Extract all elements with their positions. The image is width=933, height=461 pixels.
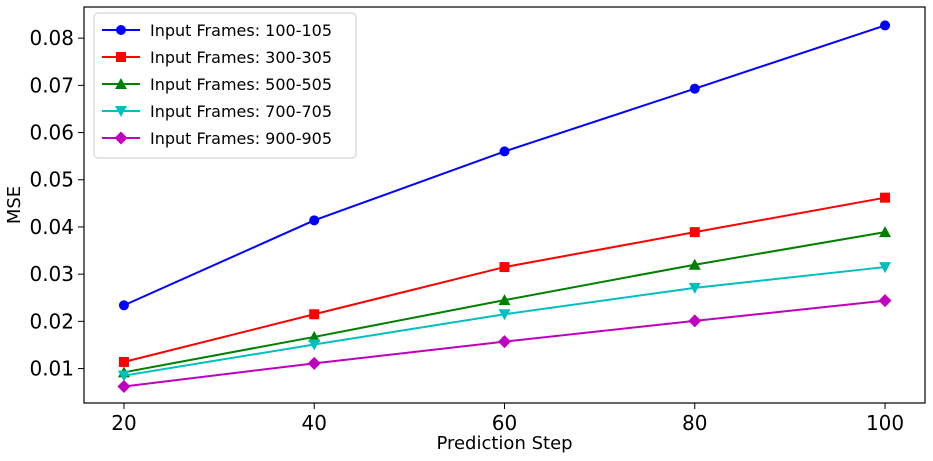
data-point [499, 146, 510, 157]
y-tick-label: 0.02 [29, 309, 74, 333]
data-point [689, 227, 700, 238]
data-point [308, 330, 321, 342]
data-point [118, 300, 129, 311]
data-point [689, 83, 700, 94]
data-point [309, 215, 320, 226]
data-point [118, 356, 129, 367]
series-4 [117, 262, 892, 382]
legend: Input Frames: 100-105 Input Frames: 300-3… [93, 12, 357, 159]
data-point [308, 339, 321, 351]
legend-box [93, 12, 357, 159]
data-point [879, 226, 892, 238]
legend-item: Input Frames: 700-705 [102, 102, 332, 121]
legend-marker [116, 52, 126, 62]
series-5 [117, 294, 892, 393]
legend-marker [115, 106, 127, 117]
data-point [879, 262, 892, 274]
y-tick-label: 0.06 [29, 121, 74, 145]
legend-item: Input Frames: 500-505 [102, 75, 332, 94]
x-tick-label: 100 [866, 411, 904, 435]
series-3 [117, 226, 892, 378]
y-tick-label: 0.07 [29, 73, 74, 97]
legend-marker [115, 78, 127, 89]
legend-label: Input Frames: 300-305 [150, 48, 332, 67]
legend-item: Input Frames: 100-105 [102, 21, 332, 40]
data-point [878, 294, 892, 308]
legend-item: Input Frames: 900-905 [102, 129, 332, 148]
data-point [498, 335, 511, 349]
legend-label: Input Frames: 100-105 [150, 21, 332, 40]
y-tick-label: 0.05 [29, 168, 74, 192]
x-tick-label: 20 [111, 411, 136, 435]
series-line [123, 266, 886, 377]
y-tick-label: 0.01 [29, 357, 74, 381]
data-point [117, 370, 130, 382]
y-tick-label: 0.03 [29, 262, 74, 286]
series-layer [117, 20, 892, 393]
legend-label: Input Frames: 700-705 [150, 102, 332, 121]
y-tick-label: 0.04 [29, 215, 74, 239]
ticks-layer: 20 40 60 80 100 0.01 0.02 0.03 0.04 0.05 0.06 0.07 0… [29, 26, 904, 435]
x-axis-label: Prediction Step [436, 433, 572, 454]
data-point [499, 262, 510, 273]
y-tick-label: 0.08 [29, 26, 74, 50]
data-point [307, 356, 321, 370]
x-tick-label: 40 [302, 411, 327, 435]
data-point [498, 309, 511, 321]
legend-marker [114, 131, 128, 145]
data-point [498, 294, 511, 306]
data-point [117, 379, 131, 393]
data-point [688, 282, 701, 294]
data-point [880, 20, 891, 31]
legend-item: Input Frames: 300-305 [102, 48, 332, 67]
x-tick-label: 80 [682, 411, 707, 435]
data-point [309, 309, 320, 320]
data-point [688, 258, 701, 270]
legend-label: Input Frames: 500-505 [150, 75, 332, 94]
legend-label: Input Frames: 900-905 [150, 129, 332, 148]
series-1 [118, 20, 891, 311]
legend-marker [116, 25, 126, 35]
data-point [880, 192, 891, 203]
x-tick-label: 60 [492, 411, 517, 435]
y-axis-label: MSE [4, 186, 25, 224]
data-point [688, 314, 702, 328]
series-2 [118, 192, 891, 367]
